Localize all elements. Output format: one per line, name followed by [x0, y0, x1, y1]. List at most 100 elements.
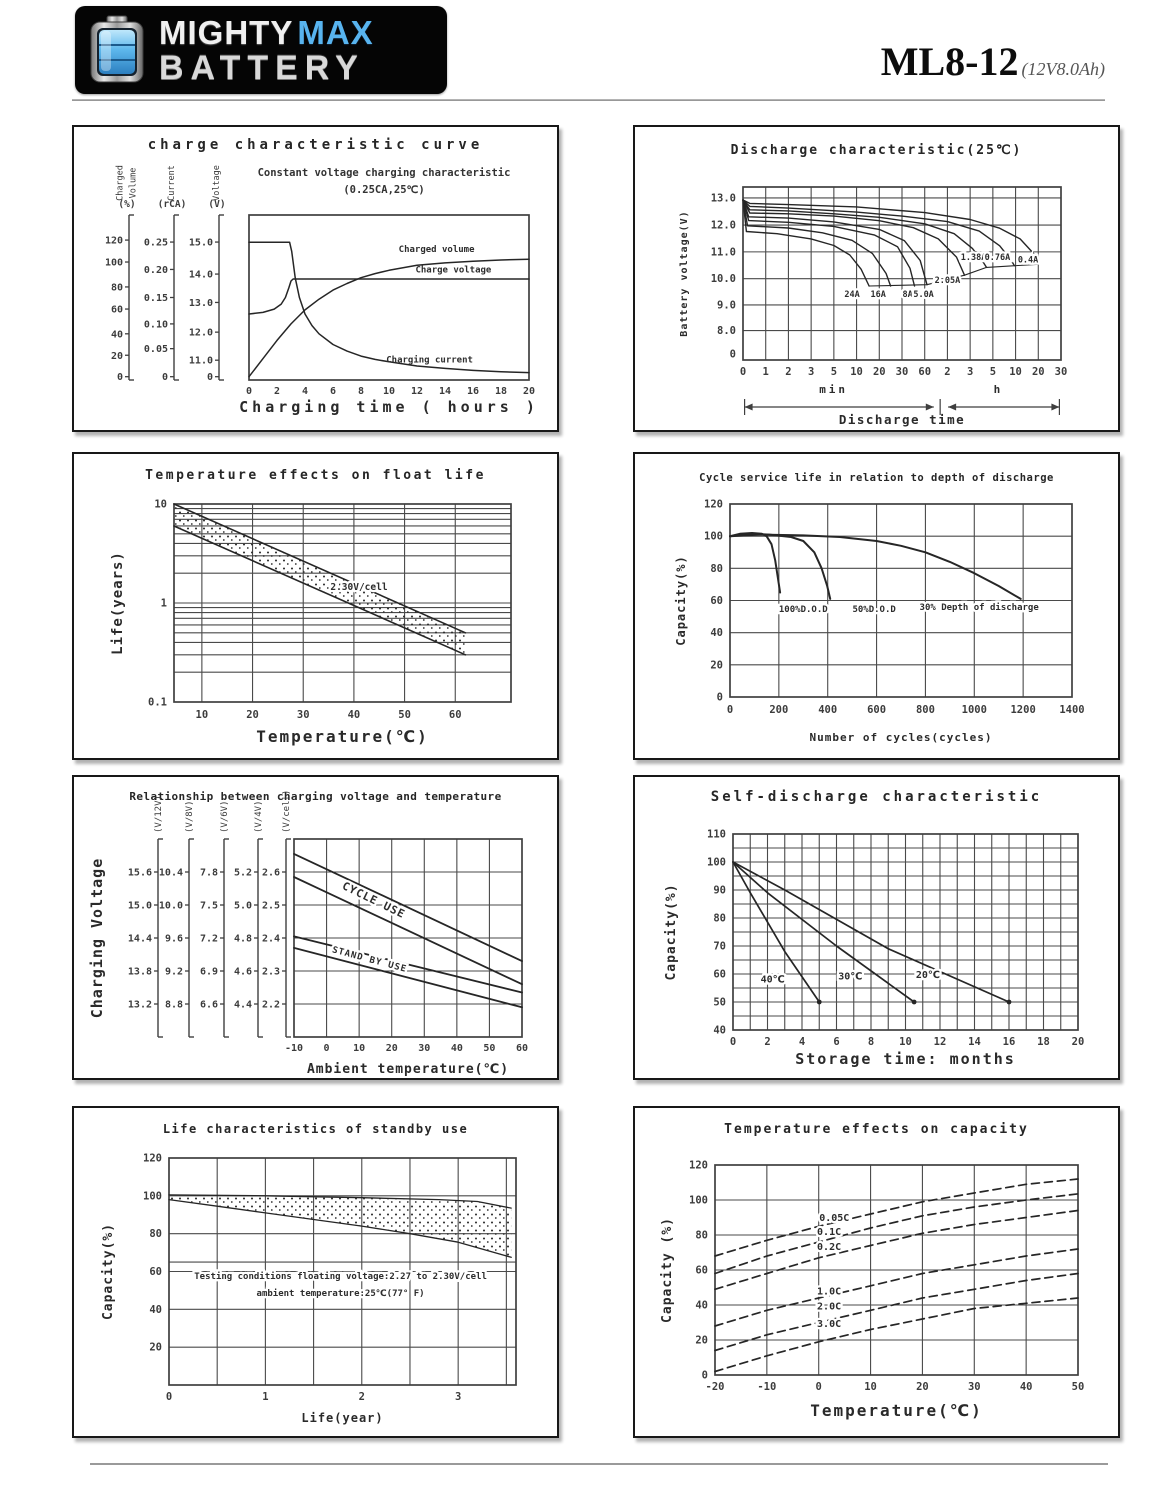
svg-text:1.0C: 1.0C	[817, 1287, 841, 1298]
svg-text:80: 80	[111, 282, 123, 293]
brand-max: MAX	[297, 13, 374, 51]
svg-text:50%D.O.D: 50%D.O.D	[852, 605, 896, 615]
panel-charge-characteristic-curve: charge characteristic curve Constant vol…	[72, 125, 559, 432]
svg-text:90: 90	[713, 885, 726, 897]
svg-text:12: 12	[934, 1036, 947, 1048]
svg-text:18: 18	[495, 386, 507, 397]
svg-text:7.8: 7.8	[200, 868, 218, 879]
svg-text:0: 0	[117, 372, 123, 383]
svg-text:5.0A: 5.0A	[913, 290, 933, 300]
svg-text:2.0C: 2.0C	[817, 1301, 841, 1312]
svg-text:80: 80	[713, 913, 726, 925]
svg-text:14.4: 14.4	[128, 934, 152, 945]
svg-text:16: 16	[467, 386, 479, 397]
svg-text:1200: 1200	[1010, 704, 1035, 716]
svg-text:30: 30	[1055, 366, 1068, 378]
svg-text:0: 0	[816, 1381, 822, 1393]
svg-text:24A: 24A	[844, 290, 859, 300]
svg-text:Ambient temperature(℃): Ambient temperature(℃)	[307, 1062, 509, 1077]
svg-text:11.0: 11.0	[711, 246, 736, 258]
svg-text:30: 30	[297, 709, 310, 721]
svg-text:60: 60	[713, 969, 726, 981]
svg-text:40: 40	[1020, 1381, 1033, 1393]
panel-self-discharge: Self-discharge characteristic 0 2 4 6 8 10 12 1…	[633, 775, 1120, 1080]
svg-text:0: 0	[246, 386, 252, 397]
svg-text:8.0: 8.0	[717, 325, 736, 337]
svg-text:Charged: Charged	[116, 165, 126, 201]
svg-text:40: 40	[451, 1043, 463, 1054]
svg-text:1400: 1400	[1059, 704, 1084, 716]
svg-text:2: 2	[764, 1036, 770, 1048]
svg-text:30: 30	[896, 366, 909, 378]
svg-text:120: 120	[704, 499, 723, 511]
svg-text:100: 100	[707, 857, 726, 869]
svg-text:13.8: 13.8	[128, 967, 152, 978]
chart-subtitle: Constant voltage charging characteristic…	[224, 165, 544, 199]
svg-text:Temperature(℃): Temperature(℃)	[256, 727, 429, 746]
discharge-characteristic-chart: 0 1 2 3 5 10 20 30 60 2 3 5 10 20 30 13.0 12.0 11.0 10.0 9.…	[679, 186, 1068, 427]
svg-text:1: 1	[763, 366, 769, 378]
svg-text:5.0: 5.0	[234, 901, 252, 912]
cycle-service-life-chart: 0 200 400 600 800 1000 1200 1400 0 20 40 60 80 100 120…	[674, 499, 1085, 745]
svg-text:12: 12	[411, 386, 423, 397]
svg-text:8: 8	[868, 1036, 874, 1048]
svg-text:60: 60	[449, 709, 462, 721]
svg-text:80: 80	[710, 563, 723, 575]
svg-text:60: 60	[695, 1265, 708, 1277]
svg-text:-10: -10	[285, 1043, 303, 1054]
svg-text:15.0: 15.0	[189, 238, 213, 249]
svg-text:20: 20	[695, 1335, 708, 1347]
svg-text:50: 50	[713, 997, 726, 1009]
svg-text:4.6: 4.6	[234, 967, 252, 978]
self-discharge-chart: 0 2 4 6 8 10 12 14 16 18 20 40 50 60 70 80 90 100 110 40℃ 30…	[664, 829, 1085, 1069]
svg-text:50: 50	[1072, 1381, 1085, 1393]
chart-title: Life characteristics of standby use	[162, 1122, 469, 1136]
svg-text:(V/12V): (V/12V)	[154, 795, 164, 833]
svg-text:20: 20	[111, 351, 123, 362]
svg-text:0.15: 0.15	[144, 293, 168, 304]
svg-text:20: 20	[916, 1381, 929, 1393]
svg-text:40: 40	[348, 709, 361, 721]
panel-standby-life: Life characteristics of standby use 0 1 2 3…	[72, 1106, 559, 1438]
svg-text:11.0: 11.0	[189, 356, 213, 367]
float-life-chart: 10 20 30 40 50 60 10 1 0.1 2.30V/cell Temperature(…	[110, 499, 512, 746]
svg-text:8: 8	[358, 386, 364, 397]
svg-text:4: 4	[302, 386, 308, 397]
model-number: ML8-12 (12V8.0Ah)	[881, 38, 1105, 85]
svg-text:80: 80	[149, 1228, 162, 1240]
svg-text:4.4: 4.4	[234, 1000, 252, 1011]
svg-text:10: 10	[154, 499, 167, 511]
brand-logo-text: MIGHTY MAX BATTERY	[159, 16, 374, 85]
svg-text:12.0: 12.0	[711, 220, 736, 232]
svg-text:40: 40	[111, 329, 123, 340]
svg-text:0.76A: 0.76A	[985, 253, 1011, 263]
svg-text:60: 60	[516, 1043, 528, 1054]
svg-text:Battery voltage(V): Battery voltage(V)	[679, 210, 690, 336]
svg-text:10.0: 10.0	[159, 901, 183, 912]
svg-text:-20: -20	[706, 1381, 725, 1393]
svg-text:1: 1	[161, 598, 167, 610]
svg-text:0: 0	[727, 704, 733, 716]
svg-text:20: 20	[246, 709, 259, 721]
svg-text:400: 400	[818, 704, 837, 716]
svg-text:10: 10	[864, 1381, 877, 1393]
svg-text:2: 2	[274, 386, 280, 397]
svg-text:30% Depth of discharge: 30% Depth of discharge	[920, 602, 1040, 613]
svg-text:-10: -10	[757, 1381, 776, 1393]
chart-subtitle-line1: Constant voltage charging characteristic	[257, 167, 511, 179]
svg-text:60: 60	[111, 305, 123, 316]
chart-title: Temperature effects on capacity	[724, 1122, 1029, 1137]
svg-text:3.0C: 3.0C	[817, 1319, 841, 1330]
header-divider	[72, 99, 1105, 101]
chart-title: Cycle service life in relation to depth …	[699, 472, 1054, 484]
svg-text:20: 20	[1072, 1036, 1085, 1048]
svg-text:16A: 16A	[870, 290, 885, 300]
svg-text:1: 1	[262, 1391, 268, 1403]
brand-logo: MIGHTY MAX BATTERY	[75, 6, 447, 94]
svg-text:0.4A: 0.4A	[1018, 255, 1038, 265]
battery-icon	[90, 15, 144, 83]
charge-characteristic-chart: 0 2 4 6 8 10 12 14 16 18 20120100806040200(%)Charg…	[105, 165, 535, 416]
panel-temperature-float-life: Temperature effects on float life 10 20 30…	[72, 452, 559, 760]
model-spec: (12V8.0Ah)	[1021, 59, 1105, 79]
svg-text:9.6: 9.6	[165, 934, 183, 945]
